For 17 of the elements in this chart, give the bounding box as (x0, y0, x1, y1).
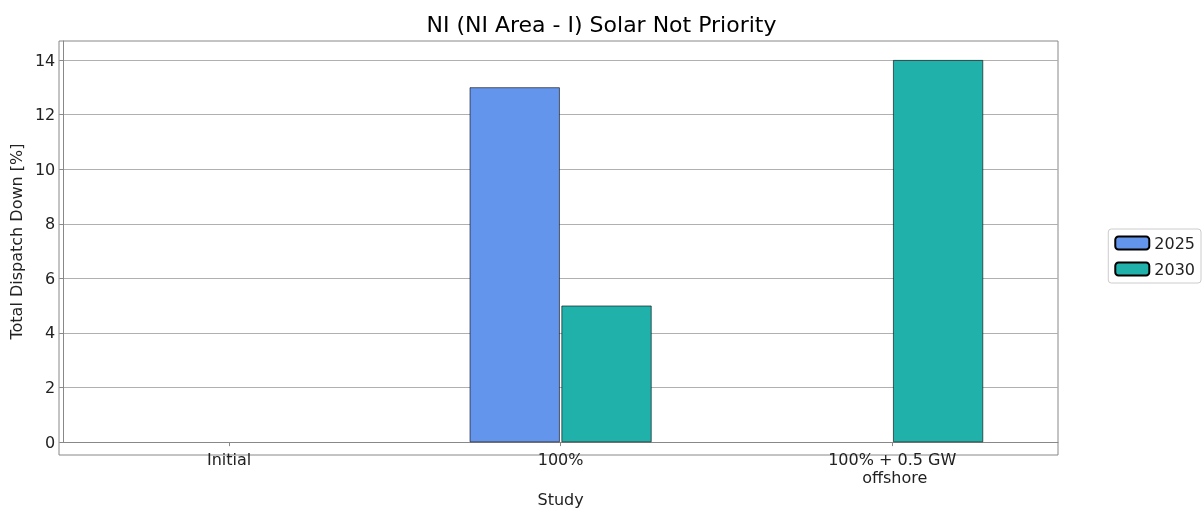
y-tick-label: 8 (45, 214, 56, 234)
chart-title: NI (NI Area - I) Solar Not Priority (426, 11, 777, 37)
x-tick-label: 100% + 0.5 GW offshore (828, 449, 957, 487)
x-tick-label: Initial (206, 449, 252, 469)
x-axis-title: Study (537, 489, 584, 509)
y-tick-label: 6 (45, 268, 56, 288)
y-tick-label: 10 (34, 159, 56, 179)
y-tick-label: 4 (45, 323, 56, 343)
y-axis-title: Total Dispatch Down [%] (6, 143, 26, 341)
legend-label: 2030 (1154, 259, 1195, 279)
x-tick-label: 100% (537, 449, 584, 469)
legend-label: 2025 (1154, 233, 1195, 253)
bar (893, 60, 984, 443)
y-tick-label: 0 (45, 432, 56, 452)
y-tick-label: 2 (45, 378, 56, 398)
y-tick-label: 12 (34, 105, 56, 125)
y-tick-label: 14 (34, 50, 56, 70)
